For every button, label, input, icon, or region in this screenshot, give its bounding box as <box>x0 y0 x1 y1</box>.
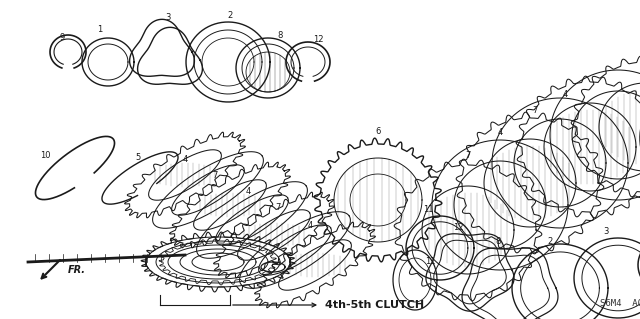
Text: 4: 4 <box>245 188 251 197</box>
Text: 11: 11 <box>423 205 433 214</box>
Text: 4: 4 <box>563 90 568 99</box>
Text: 7: 7 <box>212 170 218 180</box>
Text: 12: 12 <box>313 35 323 44</box>
Text: S6M4  A0420A: S6M4 A0420A <box>600 299 640 308</box>
Text: 8: 8 <box>277 31 283 40</box>
Text: 7: 7 <box>275 204 281 212</box>
Text: 4th-5th CLUTCH: 4th-5th CLUTCH <box>325 300 424 310</box>
Text: 5: 5 <box>136 153 141 162</box>
Text: 7: 7 <box>465 151 470 160</box>
Text: 4: 4 <box>307 220 312 229</box>
Text: 2: 2 <box>547 238 552 247</box>
Text: 7: 7 <box>532 106 538 115</box>
Text: 8: 8 <box>495 238 500 247</box>
Text: 3: 3 <box>165 13 171 22</box>
Text: 9: 9 <box>60 33 65 42</box>
Text: 3: 3 <box>604 227 609 236</box>
Text: 1: 1 <box>97 25 102 34</box>
Text: 6: 6 <box>375 128 381 137</box>
Text: 2: 2 <box>227 11 232 20</box>
Text: 4: 4 <box>182 155 188 165</box>
Text: 10: 10 <box>40 151 51 160</box>
Text: 4: 4 <box>497 128 502 137</box>
Text: 11: 11 <box>425 257 435 266</box>
Text: 12: 12 <box>452 224 463 233</box>
Text: FR.: FR. <box>68 265 86 275</box>
